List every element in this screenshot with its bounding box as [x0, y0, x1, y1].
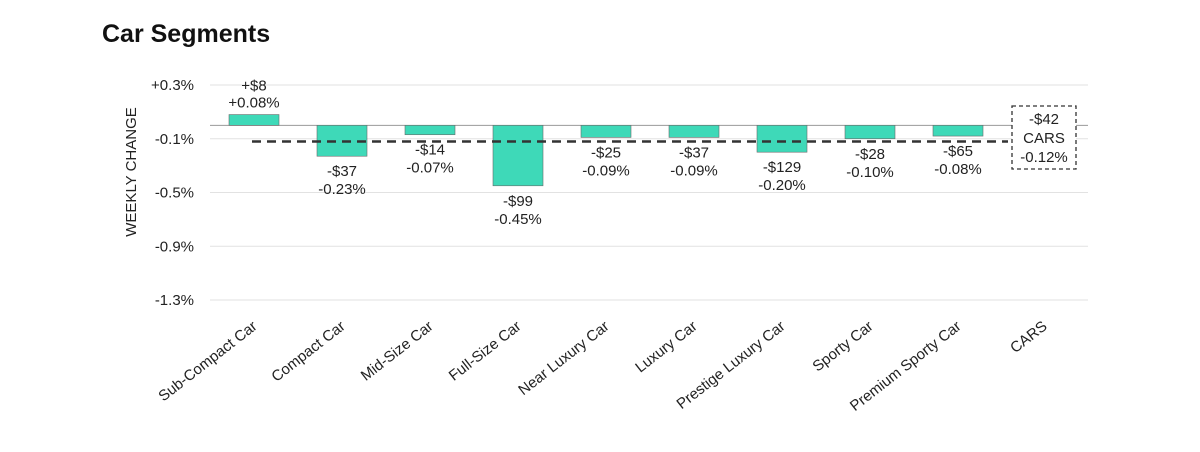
y-tick-label: -1.3%	[155, 292, 194, 309]
x-tick-label: Near Luxury Car	[515, 318, 612, 399]
total-dollar-label: -$42	[1029, 111, 1059, 128]
bar-percent-label: -0.08%	[934, 161, 982, 178]
bar-percent-label: -0.07%	[406, 160, 454, 177]
x-tick-label: Sub-Compact Car	[155, 318, 260, 405]
bar-dollar-label: -$28	[855, 146, 885, 163]
bar	[668, 125, 720, 138]
bar	[228, 114, 280, 126]
bar-percent-label: -0.09%	[582, 162, 630, 179]
y-tick-label: -0.5%	[155, 185, 194, 202]
total-box-border	[1011, 105, 1077, 170]
bar-dollar-label: -$14	[415, 142, 445, 159]
total-box: -$42 CARS -0.12%	[1011, 105, 1077, 170]
bar-percent-label: -0.09%	[670, 162, 718, 179]
x-tick-label: Compact Car	[268, 318, 348, 386]
x-tick-label: CARS	[1007, 318, 1050, 357]
y-tick-label: -0.9%	[155, 238, 194, 255]
bar-dollar-label: -$99	[503, 193, 533, 210]
bar-percent-label: +0.08%	[228, 95, 279, 112]
bar-dollar-label: -$65	[943, 143, 973, 160]
y-tick-label: -0.1%	[155, 131, 194, 148]
x-tick-label: Full-Size Car	[446, 318, 525, 385]
y-tick-label: +0.3%	[151, 77, 194, 94]
x-tick-label: Mid-Size Car	[358, 318, 437, 385]
bar-percent-label: -0.20%	[758, 177, 806, 194]
bar-percent-label: -0.45%	[494, 211, 542, 228]
bar-dollar-label: -$37	[327, 163, 357, 180]
bar	[932, 125, 984, 137]
bar-percent-label: -0.23%	[318, 181, 366, 198]
bar-dollar-label: +$8	[241, 78, 266, 95]
bar-dollar-label: -$37	[679, 144, 709, 161]
x-tick-label: Luxury Car	[632, 318, 700, 377]
bar-percent-label: -0.10%	[846, 164, 894, 181]
bar	[580, 125, 632, 138]
x-tick-label: Sporty Car	[809, 318, 876, 376]
y-axis-ticks: +0.3% -0.1% -0.5% -0.9% -1.3%	[151, 77, 194, 309]
data-labels: +$8+0.08%-$37-0.23%-$14-0.07%-$99-0.45%-…	[228, 78, 981, 228]
total-percent-label: -0.12%	[1020, 149, 1068, 166]
bar	[756, 125, 808, 153]
total-name-label: CARS	[1023, 130, 1065, 147]
x-axis-ticks: Sub-Compact Car Compact Car Mid-Size Car Fu…	[155, 318, 1050, 415]
bar-dollar-label: -$25	[591, 144, 621, 161]
bar-dollar-label: -$129	[763, 159, 801, 176]
bar	[404, 125, 456, 136]
bars	[228, 114, 984, 187]
y-axis-label: WEEKLY CHANGE	[123, 107, 140, 236]
page-title: Car Segments	[102, 20, 271, 48]
bar	[844, 125, 896, 140]
bar	[492, 125, 544, 187]
